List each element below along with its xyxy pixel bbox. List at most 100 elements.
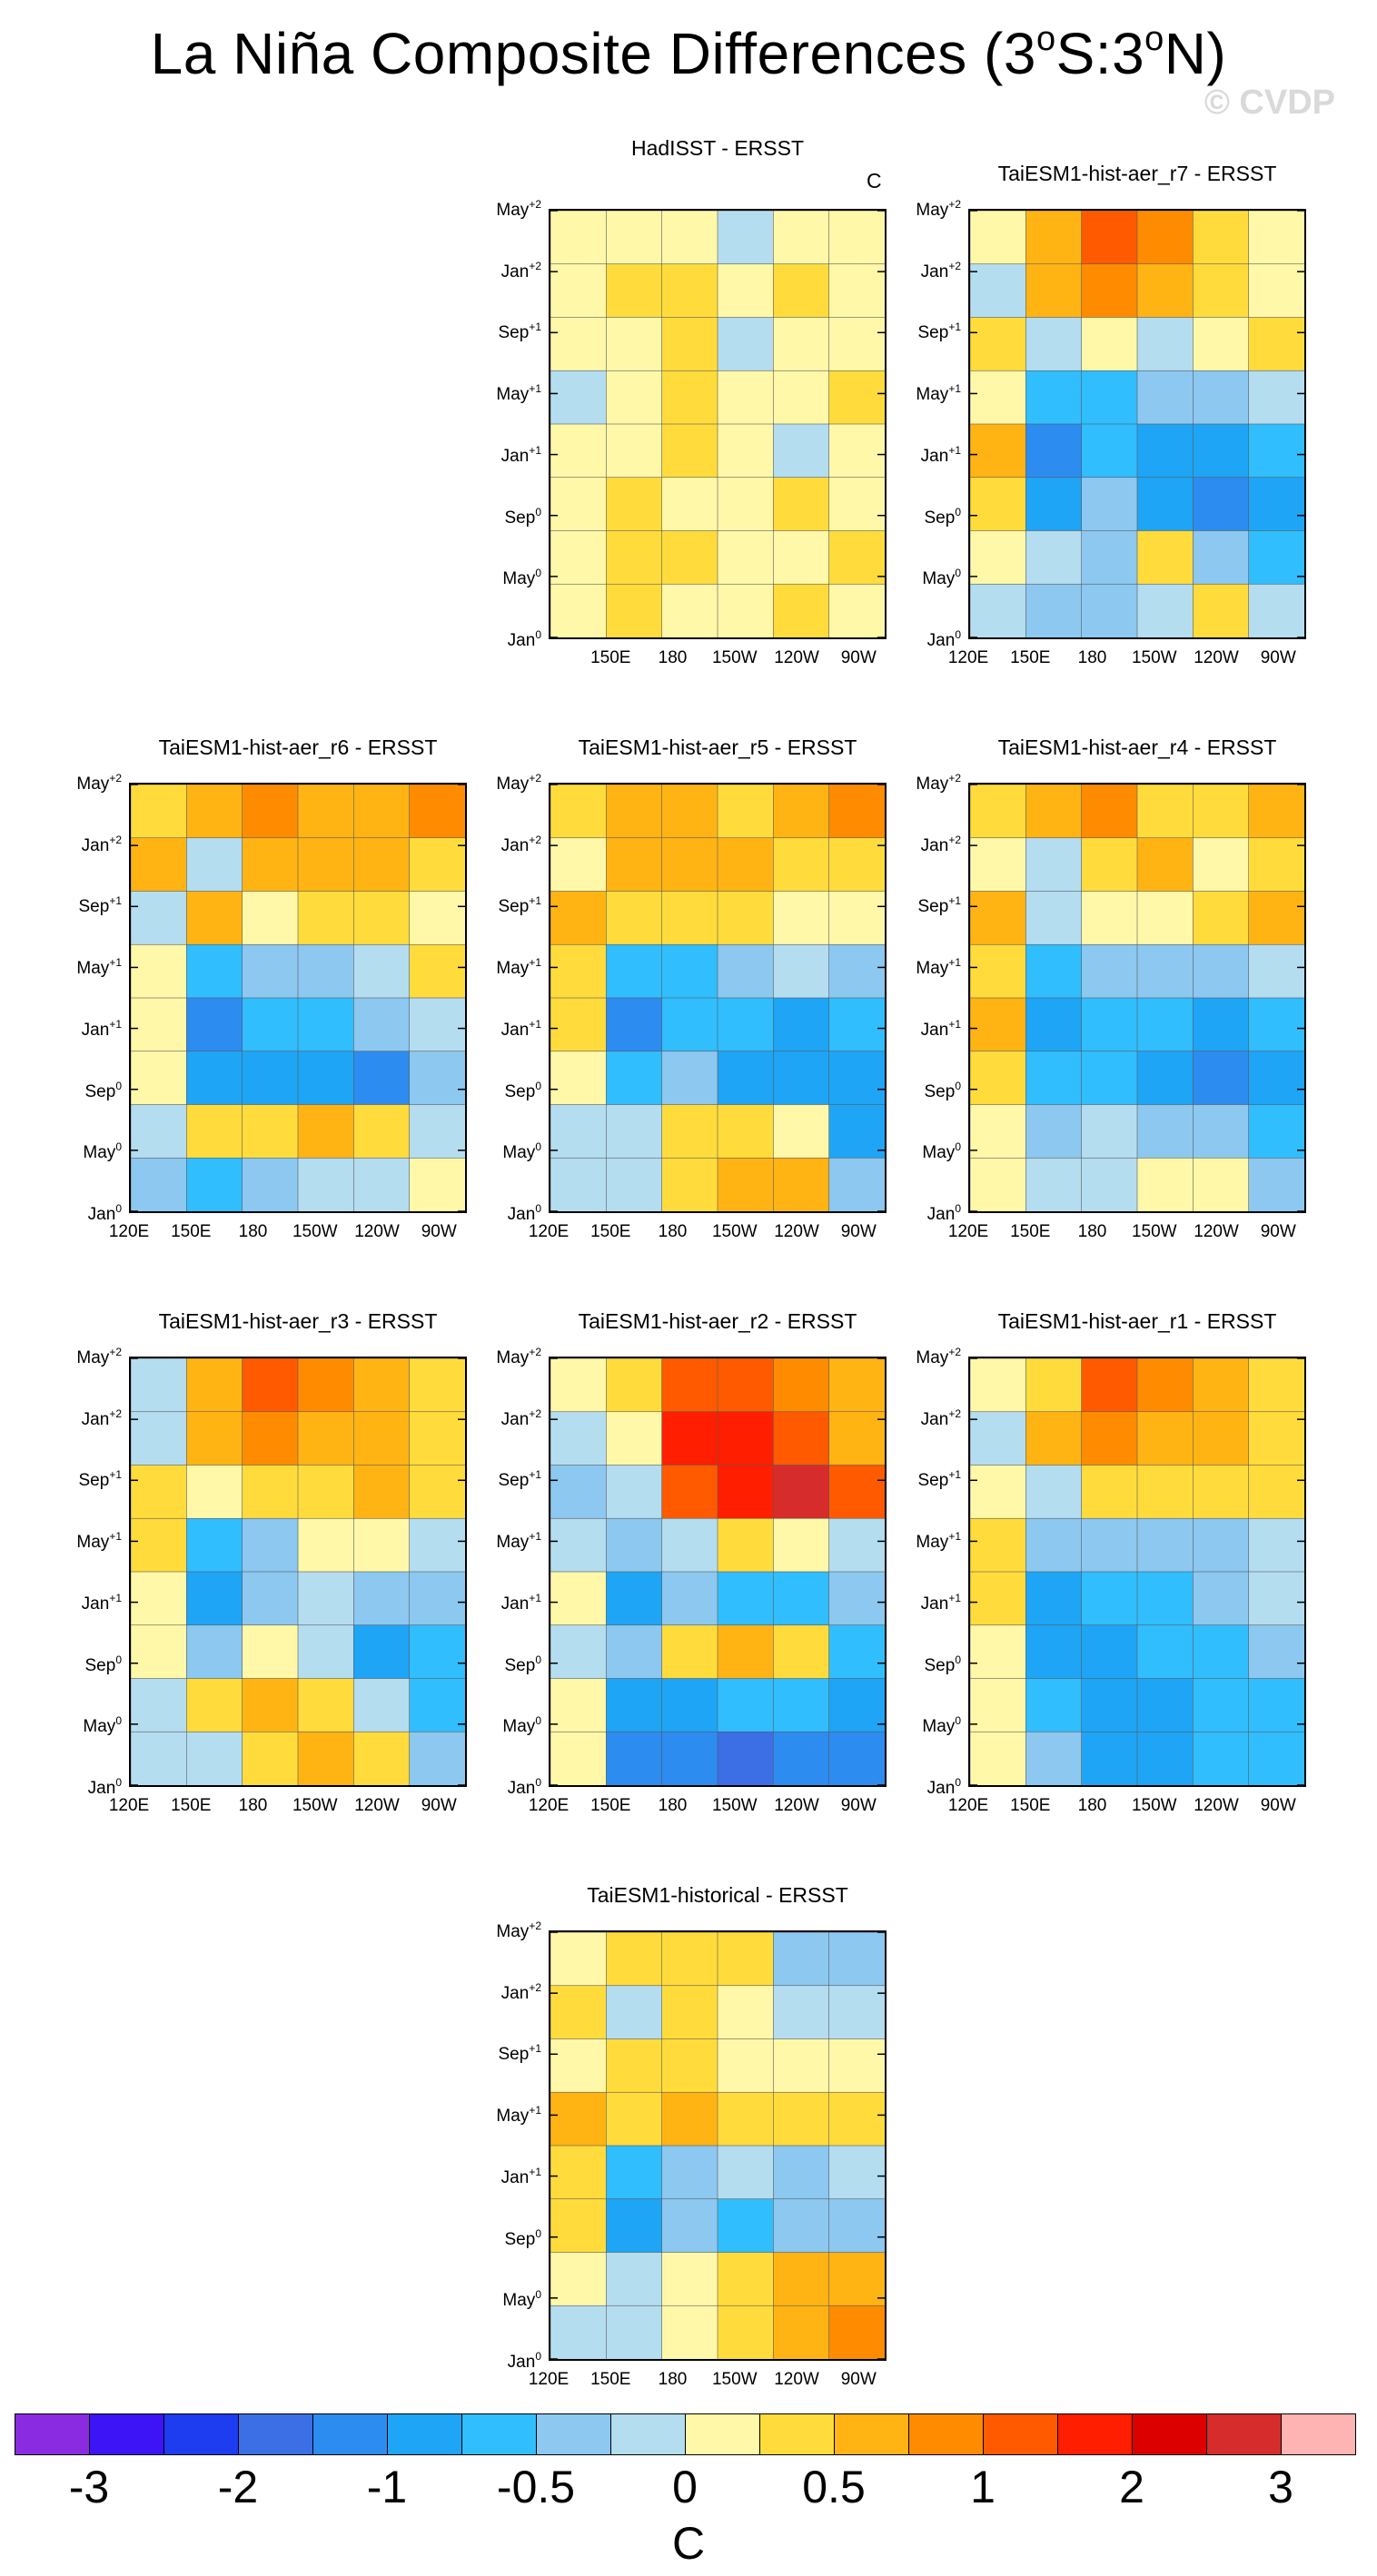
cell-hadisst-5-0 [550,477,608,532]
cell-historical-2-3 [717,2038,775,2094]
cell-r5-6-4 [773,1104,830,1160]
cell-r4-6-3 [1136,1104,1194,1160]
ytick-r6-5: Sep0 [84,1079,123,1101]
heatmap-r5 [549,783,887,1213]
cell-r5-3-3 [717,943,775,999]
xtick-r5-2: 180 [658,1222,688,1241]
xtick-r4-5: 90W [1260,1222,1296,1241]
panel-units-hadisst: C [867,169,882,192]
ytick-r1-7: Jan0 [926,1776,961,1798]
cell-r7-2-3 [1136,317,1194,372]
cell-r6-7-0 [131,1157,188,1211]
cell-r3-1-5 [409,1411,465,1466]
cell-hadisst-3-4 [773,370,830,425]
cell-hadisst-3-0 [550,370,608,425]
colorbar-swatch-11 [834,2413,909,2455]
cell-r2-0-3 [717,1358,775,1413]
cell-r2-6-0 [550,1678,608,1733]
cell-r4-5-1 [1025,1051,1083,1106]
cell-r4-5-2 [1081,1051,1138,1106]
cell-r5-2-1 [606,891,663,946]
xtick-hadisst-0: 150E [590,648,631,667]
cell-r1-2-1 [1025,1465,1083,1520]
cell-r1-1-2 [1081,1411,1138,1466]
cell-r5-6-3 [717,1104,775,1160]
cell-hadisst-2-3 [717,317,775,372]
cell-r4-3-0 [970,943,1027,999]
cell-r4-3-4 [1193,943,1250,999]
xtick-r2-4: 120W [774,1796,819,1815]
cell-historical-7-4 [773,2305,830,2359]
xtick-r2-1: 150E [590,1796,631,1815]
cell-r2-5-4 [773,1624,830,1680]
xtick-r7-0: 120E [947,648,989,667]
cell-r1-2-4 [1193,1465,1250,1520]
cell-r7-5-5 [1248,477,1304,532]
cell-r1-5-0 [970,1624,1027,1680]
cell-historical-0-1 [606,1932,663,1987]
heatmap-r7 [968,209,1306,639]
cell-historical-6-0 [550,2252,608,2307]
cell-r5-3-5 [828,943,885,999]
cell-hadisst-2-2 [661,317,718,372]
cell-hadisst-6-3 [717,530,775,586]
cell-r4-6-4 [1193,1104,1250,1160]
panel-title-r1: TaiESM1-hist-aer_r1 - ERSST [997,1309,1277,1333]
cell-historical-0-2 [661,1932,718,1987]
cell-historical-1-0 [550,1985,608,2040]
cell-r6-7-5 [409,1157,465,1211]
ytick-r4-1: Jan+2 [920,833,961,855]
xtick-r4-1: 150E [1010,1222,1051,1241]
cell-r2-6-2 [661,1678,718,1733]
cell-r3-4-2 [242,1571,299,1626]
cell-historical-6-3 [717,2252,775,2307]
heatmap-svg-r3 [131,1358,465,1785]
colorbar-swatch-1 [89,2413,164,2455]
ytick-r3-1: Jan+2 [81,1406,122,1429]
cell-hadisst-3-2 [661,370,718,425]
cell-r2-0-0 [550,1358,608,1413]
heatmap-svg-r2 [550,1358,885,1785]
cell-r5-0-5 [828,785,885,839]
cell-r4-5-4 [1193,1051,1250,1106]
cell-r7-6-2 [1081,530,1138,586]
xtick-r6-1: 150E [171,1222,212,1241]
ytick-r3-0: May+2 [76,1346,122,1367]
cell-r4-0-3 [1136,785,1194,839]
cell-r2-5-0 [550,1624,608,1680]
cell-r2-4-3 [717,1571,775,1626]
xtick-r4-4: 120W [1194,1222,1239,1241]
ytick-r5-7: Jan0 [507,1202,541,1224]
cell-hadisst-0-4 [773,211,830,265]
cell-r3-7-5 [409,1731,465,1785]
ytick-r7-1: Jan+2 [920,259,961,281]
cell-r4-2-1 [1025,891,1083,946]
heatmap-svg-hadisst [550,211,885,637]
cell-hadisst-2-4 [773,317,830,372]
ytick-hadisst-2: Sep+1 [498,321,542,343]
cell-r3-4-4 [353,1571,411,1626]
ytick-hadisst-5: Sep0 [504,505,542,528]
cell-historical-7-5 [828,2305,885,2359]
ytick-r5-1: Jan+2 [500,833,541,855]
colorbar-label-8: 3 [1268,2462,1293,2512]
ytick-historical-2: Sep+1 [498,2042,542,2065]
cell-r2-7-1 [606,1731,663,1785]
cell-r5-4-0 [550,997,608,1052]
cell-r4-6-0 [970,1104,1027,1160]
xtick-historical-4: 120W [774,2370,819,2389]
cell-r2-3-1 [606,1517,663,1573]
xtick-r7-1: 150E [1010,648,1051,667]
colorbar-swatch-17 [1281,2413,1356,2455]
xtick-hadisst-2: 150W [711,648,758,667]
cell-r7-0-3 [1136,211,1194,265]
cell-historical-7-2 [661,2305,718,2359]
cell-r4-7-0 [970,1157,1027,1211]
xtick-r3-1: 150E [171,1796,212,1815]
cell-r2-0-2 [661,1358,718,1413]
cell-r2-4-0 [550,1571,608,1626]
colorbar-label-6: 1 [970,2462,996,2512]
xtick-r2-3: 150W [711,1796,758,1815]
cell-hadisst-0-3 [717,211,775,265]
cell-r3-3-1 [186,1517,243,1573]
